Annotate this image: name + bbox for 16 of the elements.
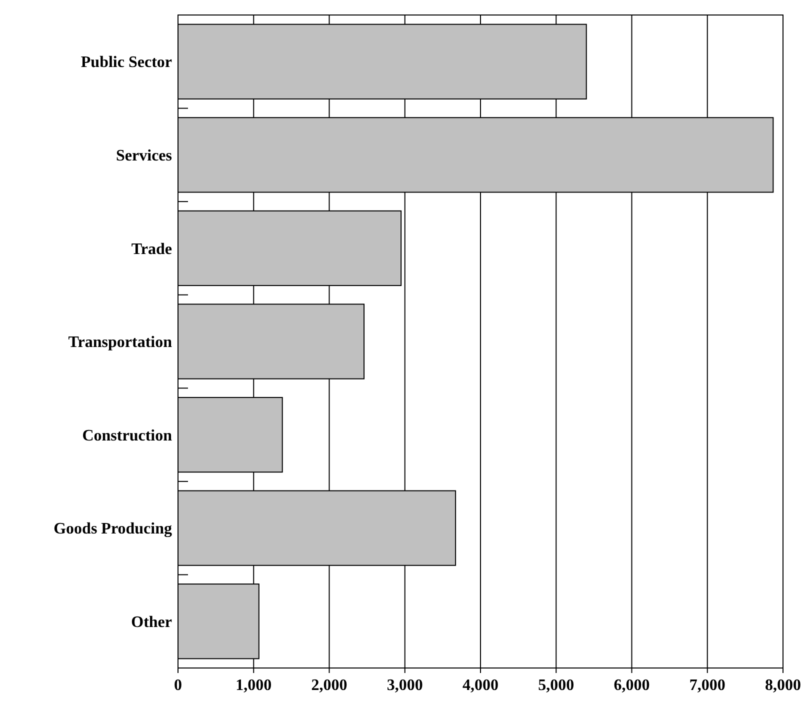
y-tick-label: Other bbox=[131, 614, 172, 631]
x-tick-label: 3,000 bbox=[386, 677, 423, 694]
x-tick-label: 5,000 bbox=[538, 677, 574, 694]
x-tick-label: 2,000 bbox=[311, 677, 348, 694]
x-tick-label: 6,000 bbox=[614, 677, 650, 694]
x-tick-label: 8,000 bbox=[765, 677, 801, 694]
y-tick-label: Trade bbox=[131, 240, 172, 258]
x-tick-label: 7,000 bbox=[689, 677, 726, 694]
y-tick-label: Construction bbox=[82, 427, 172, 444]
y-tick-label: Goods Producing bbox=[54, 520, 172, 538]
y-tick-label: Transportation bbox=[68, 334, 172, 352]
x-tick-label: 4,000 bbox=[462, 677, 498, 694]
y-tick-label: Public Sector bbox=[80, 54, 172, 72]
y-tick-label: Services bbox=[116, 148, 172, 165]
x-tick-label: 0 bbox=[174, 677, 182, 694]
x-tick-label: 1,000 bbox=[236, 677, 272, 694]
